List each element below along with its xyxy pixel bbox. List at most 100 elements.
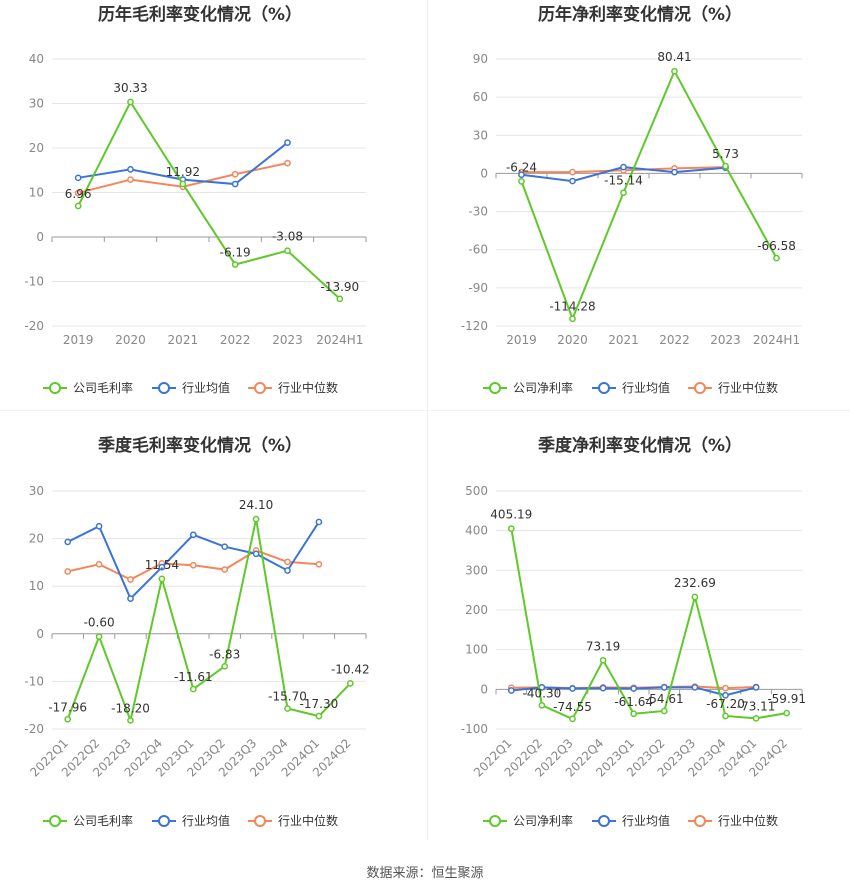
data-point[interactable] <box>158 575 166 583</box>
data-label: 6.96 <box>65 187 92 201</box>
data-point[interactable] <box>507 687 515 694</box>
y-tick-label: -10 <box>24 275 44 289</box>
data-point[interactable] <box>64 538 72 546</box>
data-point[interactable] <box>620 189 627 197</box>
data-point[interactable] <box>691 684 699 691</box>
data-point[interactable] <box>518 171 525 179</box>
data-point[interactable] <box>179 180 187 188</box>
data-point[interactable] <box>691 593 699 601</box>
legend-item-2[interactable]: 行业中位数 <box>688 380 778 395</box>
data-label: -40.30 <box>523 686 562 700</box>
x-tick-label: 2022 <box>659 333 690 347</box>
legend-label: 公司毛利率 <box>73 380 133 395</box>
data-point[interactable] <box>630 710 638 718</box>
data-point[interactable] <box>569 685 576 692</box>
data-point[interactable] <box>95 522 103 530</box>
data-point[interactable] <box>189 561 197 569</box>
data-point[interactable] <box>346 680 354 687</box>
legend-item-2[interactable]: 行业中位数 <box>248 813 338 828</box>
data-point[interactable] <box>538 701 546 709</box>
data-point[interactable] <box>127 717 134 724</box>
y-tick-label: -120 <box>461 319 488 333</box>
data-point[interactable] <box>722 162 729 170</box>
legend-item-1[interactable]: 行业均值 <box>152 380 230 395</box>
data-point[interactable] <box>252 550 260 558</box>
data-point[interactable] <box>671 67 678 75</box>
legend-item-2[interactable]: 行业中位数 <box>688 813 778 828</box>
y-tick-label: 500 <box>465 484 488 498</box>
x-tick-label: 2024H1 <box>753 333 800 347</box>
data-label: -0.60 <box>84 616 115 630</box>
data-point[interactable] <box>95 633 103 641</box>
data-label: 73.19 <box>586 639 620 653</box>
data-point[interactable] <box>127 166 134 173</box>
data-point[interactable] <box>722 691 729 699</box>
data-point[interactable] <box>569 177 576 185</box>
data-point[interactable] <box>252 515 260 523</box>
legend-marker <box>694 815 706 827</box>
data-point[interactable] <box>284 558 291 566</box>
legend-item-0[interactable]: 公司净利率 <box>483 813 573 828</box>
data-point[interactable] <box>284 705 291 712</box>
data-point[interactable] <box>127 176 134 183</box>
data-point[interactable] <box>221 543 229 551</box>
data-point[interactable] <box>315 712 323 720</box>
legend-item-1[interactable]: 行业均值 <box>592 380 670 395</box>
legend-item-0[interactable]: 公司毛利率 <box>43 380 133 395</box>
y-tick-label: 90 <box>473 52 488 66</box>
data-point[interactable] <box>95 560 103 568</box>
legend-label: 行业中位数 <box>278 813 338 828</box>
data-point[interactable] <box>127 98 134 106</box>
legend-marker <box>158 815 170 827</box>
data-point[interactable] <box>231 180 239 188</box>
data-point[interactable] <box>773 254 780 262</box>
data-point[interactable] <box>722 712 729 720</box>
data-point[interactable] <box>231 261 239 268</box>
data-point[interactable] <box>315 518 323 526</box>
data-point[interactable] <box>660 684 668 691</box>
data-point[interactable] <box>569 315 576 323</box>
data-point[interactable] <box>722 684 729 692</box>
data-point[interactable] <box>620 163 627 171</box>
data-point[interactable] <box>599 684 607 692</box>
data-point[interactable] <box>127 595 134 602</box>
data-point[interactable] <box>189 685 197 693</box>
data-point[interactable] <box>127 576 134 583</box>
data-point[interactable] <box>336 295 344 303</box>
data-point[interactable] <box>284 159 291 167</box>
data-label: 11.92 <box>166 165 200 179</box>
legend-item-0[interactable]: 公司净利率 <box>483 380 573 395</box>
data-point[interactable] <box>74 202 82 210</box>
legend-item-0[interactable]: 公司毛利率 <box>43 813 133 828</box>
data-point[interactable] <box>189 531 197 539</box>
data-point[interactable] <box>284 247 291 255</box>
data-point[interactable] <box>507 525 515 532</box>
data-label: -114.28 <box>549 300 595 314</box>
data-point[interactable] <box>284 567 291 574</box>
data-point[interactable] <box>671 168 678 176</box>
data-point[interactable] <box>231 170 239 178</box>
y-tick-label: 60 <box>473 90 488 104</box>
data-point[interactable] <box>752 714 760 722</box>
data-point[interactable] <box>315 560 323 568</box>
data-point[interactable] <box>221 662 229 670</box>
data-point[interactable] <box>599 656 607 664</box>
data-point[interactable] <box>630 685 638 692</box>
data-label: 80.41 <box>657 50 691 64</box>
data-point[interactable] <box>783 709 791 717</box>
data-point[interactable] <box>74 189 82 197</box>
data-point[interactable] <box>64 568 72 575</box>
data-point[interactable] <box>221 566 229 573</box>
data-point[interactable] <box>569 715 576 723</box>
legend-item-2[interactable]: 行业中位数 <box>248 380 338 395</box>
data-point[interactable] <box>518 178 525 185</box>
legend-item-1[interactable]: 行业均值 <box>592 813 670 828</box>
data-point[interactable] <box>660 707 668 715</box>
data-point[interactable] <box>569 168 576 176</box>
data-point[interactable] <box>158 563 166 571</box>
legend-item-1[interactable]: 行业均值 <box>152 813 230 828</box>
data-point[interactable] <box>284 139 291 147</box>
data-point[interactable] <box>64 715 72 723</box>
data-point[interactable] <box>74 174 82 182</box>
data-point[interactable] <box>752 684 760 691</box>
